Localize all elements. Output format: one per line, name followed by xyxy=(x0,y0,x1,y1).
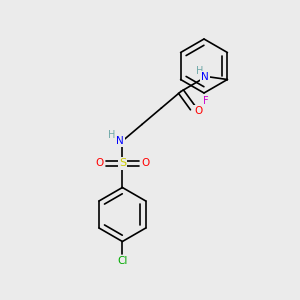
Text: H: H xyxy=(108,130,116,140)
Text: O: O xyxy=(95,158,103,169)
Text: S: S xyxy=(119,158,126,169)
Text: O: O xyxy=(141,158,150,169)
Text: F: F xyxy=(203,95,208,106)
Text: N: N xyxy=(116,136,124,146)
Text: H: H xyxy=(196,66,203,76)
Text: O: O xyxy=(194,106,202,116)
Text: Cl: Cl xyxy=(117,256,128,266)
Text: N: N xyxy=(201,72,209,82)
